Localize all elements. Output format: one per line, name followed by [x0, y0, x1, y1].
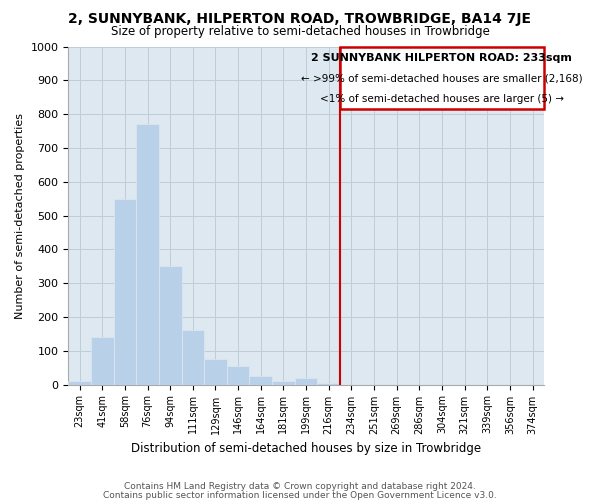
Bar [113, 198, 136, 384]
X-axis label: Distribution of semi-detached houses by size in Trowbridge: Distribution of semi-detached houses by … [131, 442, 481, 455]
Bar [227, 366, 250, 384]
Bar [182, 330, 204, 384]
Y-axis label: Number of semi-detached properties: Number of semi-detached properties [15, 112, 25, 318]
Text: 2, SUNNYBANK, HILPERTON ROAD, TROWBRIDGE, BA14 7JE: 2, SUNNYBANK, HILPERTON ROAD, TROWBRIDGE… [68, 12, 532, 26]
Bar [295, 378, 317, 384]
Bar [91, 337, 113, 384]
Text: ← >99% of semi-detached houses are smaller (2,168): ← >99% of semi-detached houses are small… [301, 74, 583, 84]
Bar [68, 381, 91, 384]
FancyBboxPatch shape [340, 46, 544, 109]
Text: Contains public sector information licensed under the Open Government Licence v3: Contains public sector information licen… [103, 490, 497, 500]
Bar [136, 124, 159, 384]
Text: <1% of semi-detached houses are larger (5) →: <1% of semi-detached houses are larger (… [320, 94, 564, 104]
Bar [272, 381, 295, 384]
Text: 2 SUNNYBANK HILPERTON ROAD: 233sqm: 2 SUNNYBANK HILPERTON ROAD: 233sqm [311, 54, 572, 64]
Text: Size of property relative to semi-detached houses in Trowbridge: Size of property relative to semi-detach… [110, 25, 490, 38]
Bar [159, 266, 182, 384]
Bar [204, 359, 227, 384]
Bar [317, 383, 340, 384]
Text: Contains HM Land Registry data © Crown copyright and database right 2024.: Contains HM Land Registry data © Crown c… [124, 482, 476, 491]
Bar [250, 376, 272, 384]
